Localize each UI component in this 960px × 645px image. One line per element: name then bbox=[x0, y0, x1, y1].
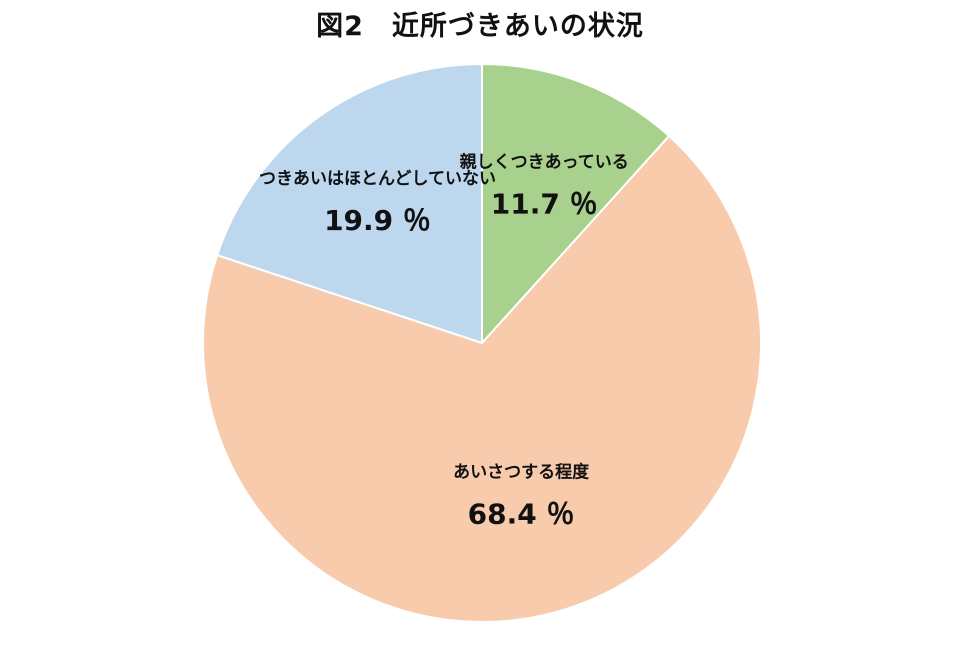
slice-value-label: 11.7 ％ bbox=[491, 188, 598, 221]
slice-label: あいさつする程度 bbox=[453, 461, 590, 482]
pie-labels: 親しくつきあっている 11.7 ％ あいさつする程度 68.4 ％ つきあいはほとんどし… bbox=[259, 152, 629, 531]
slice-hardly-any bbox=[215, 62, 483, 345]
slice-label: 親しくつきあっている bbox=[460, 152, 629, 173]
slice-greeting-only bbox=[202, 134, 762, 623]
slice-value-label: 19.9 ％ bbox=[324, 204, 431, 237]
slice-value-label: 68.4 ％ bbox=[468, 497, 575, 530]
chart-title: 図2 近所づきあいの状況 bbox=[316, 11, 644, 42]
slice-close-relations bbox=[481, 62, 671, 346]
pie-slices bbox=[202, 62, 762, 623]
slice-label: つきあいはほとんどしていない bbox=[259, 169, 496, 189]
